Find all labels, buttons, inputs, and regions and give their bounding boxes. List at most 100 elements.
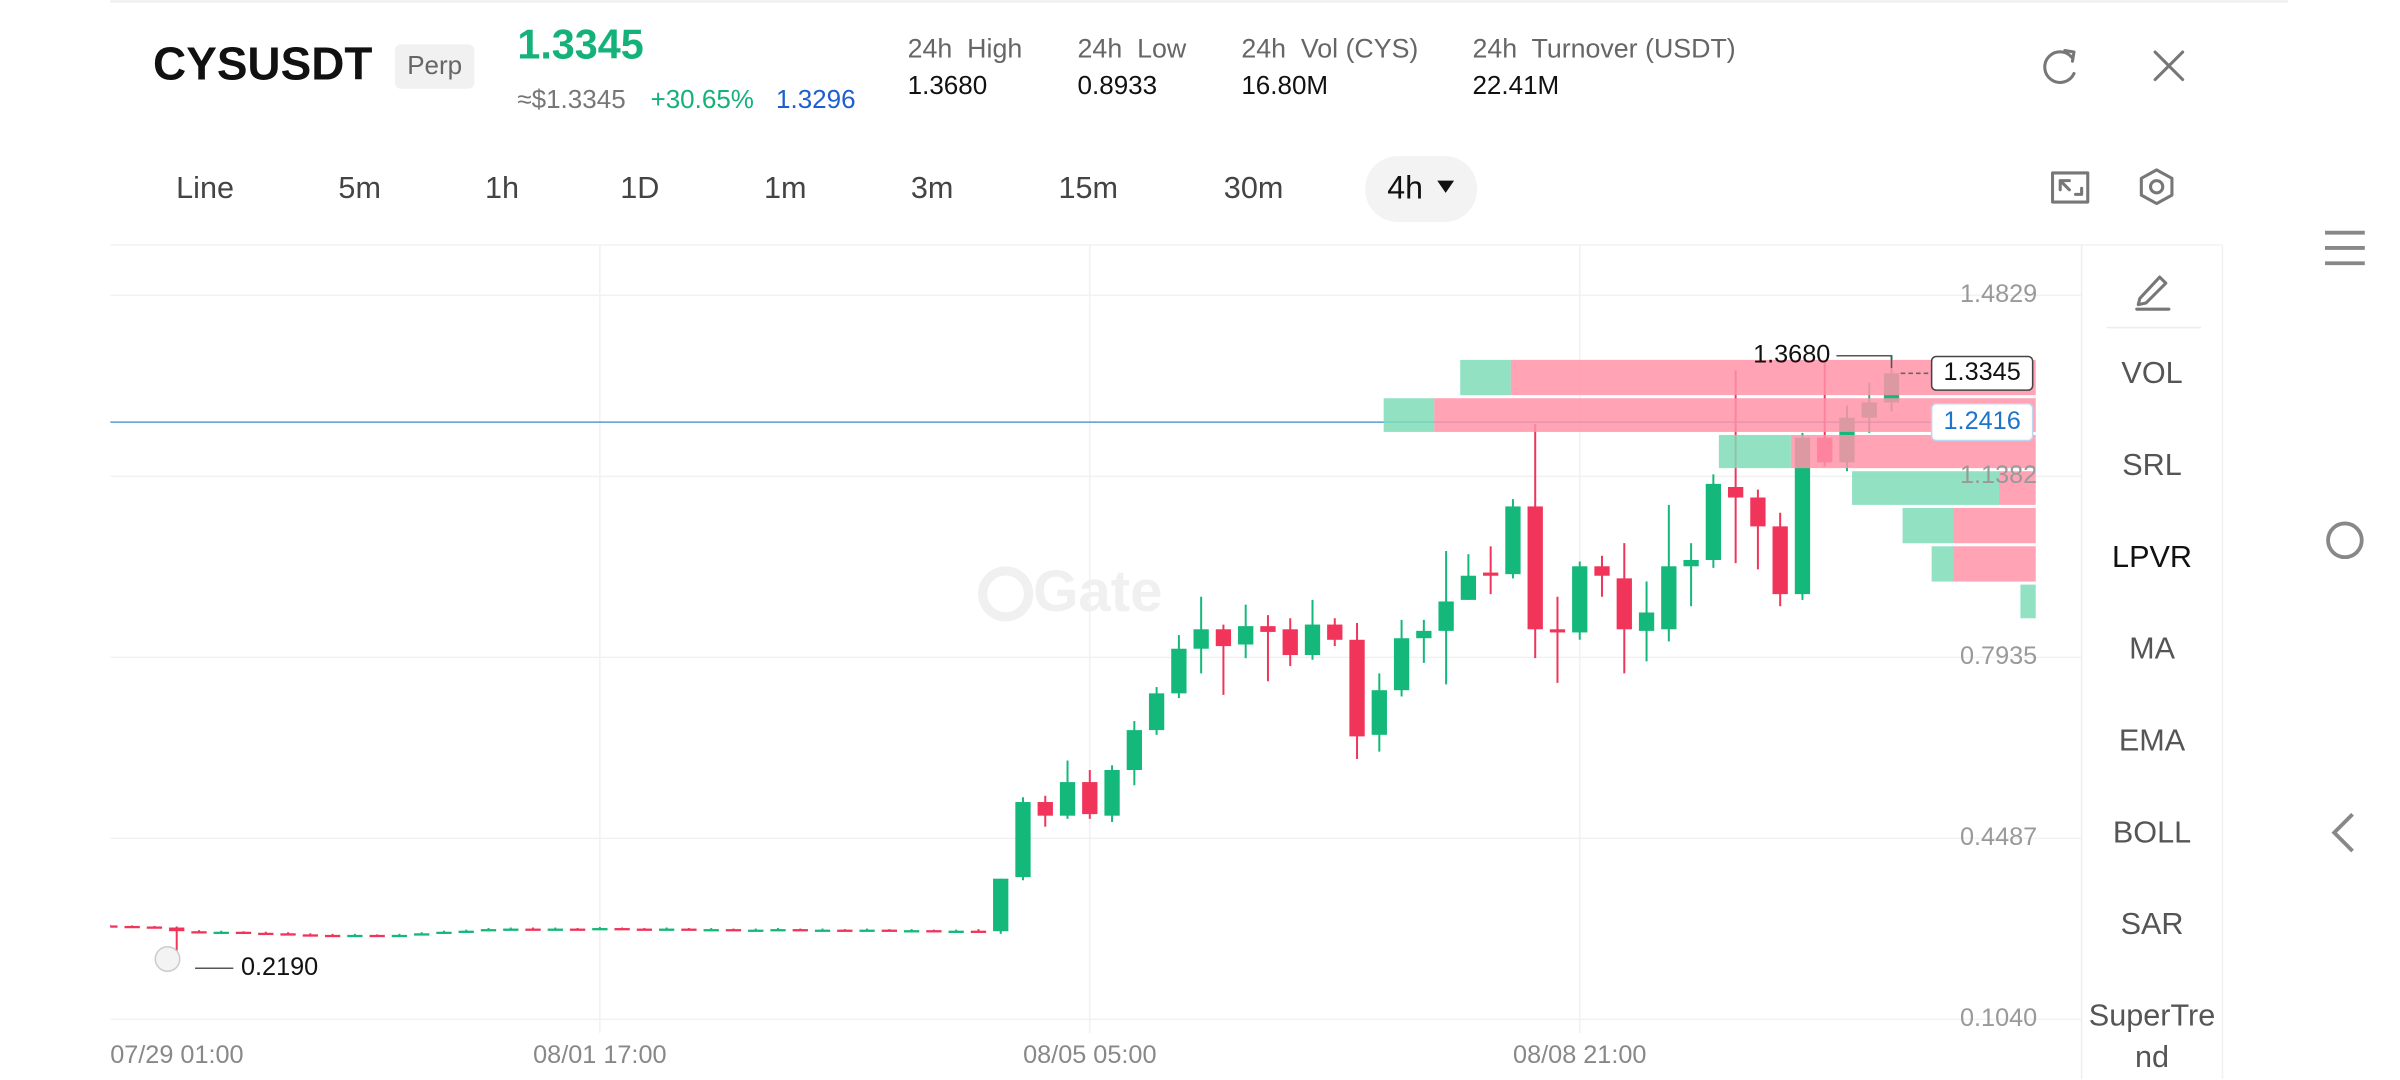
x-tick-label: 07/29 01:00 <box>110 1041 243 1069</box>
timeframe[interactable]: 5m <box>338 171 381 205</box>
candle-body <box>1483 572 1499 576</box>
timeframe[interactable]: 3m <box>911 171 954 205</box>
indicator[interactable]: SRL <box>2122 448 2182 482</box>
active-timeframe[interactable]: 4h <box>1387 169 1423 205</box>
candle-body <box>1215 629 1232 647</box>
profile-sell-bar <box>1953 546 2036 582</box>
candle-body <box>525 928 541 931</box>
candle-body <box>859 929 875 932</box>
candle-body <box>1148 693 1165 731</box>
x-tick-label: 08/05 05:00 <box>1023 1041 1156 1069</box>
high-marker-line <box>1836 354 1893 368</box>
candle-body <box>124 925 140 929</box>
screenshot-button[interactable] <box>2051 171 2090 204</box>
candle-body <box>814 929 831 932</box>
stat-value: 22.41M <box>1472 70 1559 100</box>
y-tick-label: 0.4487 <box>1960 823 2037 851</box>
candle-body <box>1505 506 1521 575</box>
candle-body <box>881 929 898 932</box>
candle-body <box>1683 559 1699 567</box>
indicator[interactable]: SAR <box>2121 907 2184 941</box>
candle-body <box>659 928 675 931</box>
candle-body <box>1104 770 1120 816</box>
timeframe[interactable]: 30m <box>1224 171 1284 205</box>
candle-body <box>926 930 942 933</box>
stat-label: 24h Vol (CYS) <box>1241 34 1418 64</box>
candle-body <box>1527 506 1543 630</box>
candle-body <box>592 928 608 931</box>
close-button[interactable] <box>2153 50 2185 82</box>
candle-body <box>1794 437 1811 595</box>
candle-body <box>1238 626 1254 645</box>
timeframe[interactable]: 1m <box>764 171 807 205</box>
stat-value: 1.3680 <box>908 70 988 100</box>
candle-body <box>903 930 920 933</box>
candle-body <box>1572 566 1588 633</box>
y-tick-label: 1.4829 <box>1960 280 2037 308</box>
timeframe[interactable]: 1h <box>485 171 519 205</box>
profile-buy-bar <box>2020 584 2036 619</box>
candle-body <box>1260 626 1276 632</box>
candle-body <box>213 931 229 935</box>
candle-body <box>748 929 764 932</box>
last-price-box <box>1930 355 2034 391</box>
mark-price: 1.3296 <box>776 84 856 114</box>
candle-body <box>1327 624 1343 640</box>
candle-body <box>547 928 563 931</box>
candle-body <box>436 931 452 935</box>
watermark: Gate <box>1033 559 1162 624</box>
profile-buy-bar <box>1852 471 1999 505</box>
candle-body <box>1037 802 1053 816</box>
candle-body <box>169 927 185 932</box>
candle-body <box>1772 526 1788 595</box>
profile-buy-bar <box>1718 434 1791 469</box>
indicator[interactable]: LPVR <box>2112 540 2192 574</box>
indicator[interactable]: EMA <box>2119 723 2186 757</box>
watermark-logo <box>978 566 1034 622</box>
candle-body <box>480 929 497 932</box>
y-tick-label: 0.1040 <box>1960 1004 2037 1032</box>
stat-label: 24h Turnover (USDT) <box>1472 34 1735 64</box>
candle-body <box>970 930 987 933</box>
timeframe[interactable]: Line <box>176 171 234 205</box>
candle-body <box>1616 578 1632 630</box>
timeframe-bar: Line 5m 1h 1D 1m 3m 15m 30m <box>176 171 1283 205</box>
active-timeframe-bg[interactable] <box>1365 156 1478 222</box>
candle-body <box>1594 566 1610 576</box>
settings-button[interactable] <box>2139 168 2174 206</box>
candle-body <box>703 929 719 932</box>
candle-body <box>1304 624 1321 656</box>
candle-body <box>280 933 296 936</box>
candle-body <box>458 930 474 933</box>
timeframe[interactable]: 1D <box>620 171 659 205</box>
refresh-button[interactable] <box>2043 48 2076 84</box>
menu-button[interactable] <box>2325 230 2365 266</box>
candle-body <box>347 934 363 938</box>
last-price-label: 1.3345 <box>1944 358 2021 386</box>
candle-body <box>636 928 653 931</box>
x-tick-label: 08/08 21:00 <box>1513 1041 1646 1069</box>
home-button[interactable] <box>2326 521 2364 560</box>
y-tick-label: 0.7935 <box>1960 642 2037 670</box>
indicator[interactable]: BOLL <box>2113 815 2191 849</box>
candle-body <box>770 929 786 932</box>
candle-body <box>414 933 430 936</box>
candle-body <box>1416 630 1432 639</box>
candle-body <box>1059 782 1076 816</box>
price-change: +30.65% <box>651 84 754 114</box>
back-button[interactable] <box>2331 812 2354 853</box>
y-tick-label: 1.1382 <box>1960 461 2037 489</box>
candle-body <box>1727 487 1744 498</box>
profile-sell-bar <box>1953 507 2036 544</box>
draw-tool-button[interactable] <box>2135 275 2171 311</box>
indicator[interactable]: SuperTrend <box>2088 999 2216 1075</box>
indicator[interactable]: VOL <box>2121 356 2182 390</box>
candle-body <box>1015 802 1031 878</box>
indicator[interactable]: MA <box>2129 632 2175 666</box>
timeframe[interactable]: 15m <box>1058 171 1118 205</box>
stat-label: 24h High <box>908 34 1023 64</box>
candle-body <box>837 929 853 932</box>
candle-body <box>302 934 318 937</box>
